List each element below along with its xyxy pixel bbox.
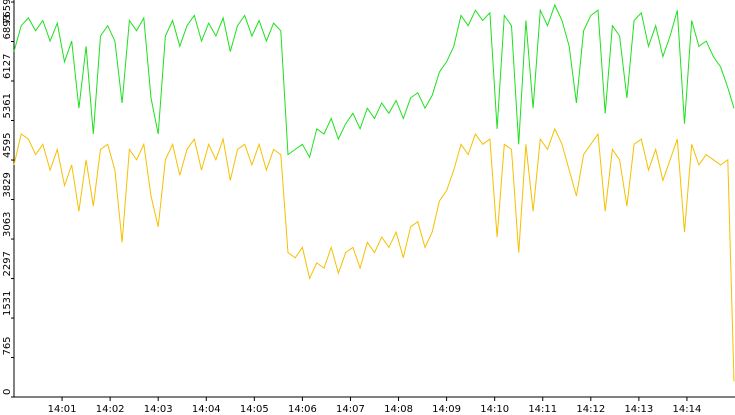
x-tick-label: 14:07 (336, 404, 365, 415)
y-tick-label: 2297 (2, 251, 13, 276)
data-line (13, 3, 735, 159)
x-tick-label: 14:11 (528, 404, 557, 415)
x-tick-label: 14:14 (673, 404, 702, 415)
y-tick-label: 0 (2, 389, 13, 395)
y-tick-label: 765 (2, 336, 13, 355)
data-line (13, 127, 735, 382)
x-tick-label: 14:10 (480, 404, 509, 415)
y-tick-label: 7659 (2, 0, 13, 24)
x-tick-label: 14:04 (192, 404, 221, 415)
y-tick-label: 6893 (2, 14, 13, 39)
x-tick-label: 14:08 (384, 404, 413, 415)
x-tick-label: 14:06 (288, 404, 317, 415)
x-tick-label: 14:13 (624, 404, 653, 415)
x-tick-label: 14:09 (432, 404, 461, 415)
x-tick-label: 14:01 (48, 404, 77, 415)
x-tick-label: 14:05 (240, 404, 269, 415)
x-tick-label: 14:02 (96, 404, 125, 415)
y-tick-label: 1531 (2, 291, 13, 316)
y-tick-label: 6127 (2, 54, 13, 79)
y-tick-label: 5361 (2, 93, 13, 118)
y-tick-label: 3063 (2, 212, 13, 237)
x-tick-label: 14:03 (144, 404, 173, 415)
x-tick-label: 14:12 (576, 404, 605, 415)
y-tick-label: 3829 (2, 172, 13, 197)
y-tick-label: 4595 (2, 133, 13, 158)
